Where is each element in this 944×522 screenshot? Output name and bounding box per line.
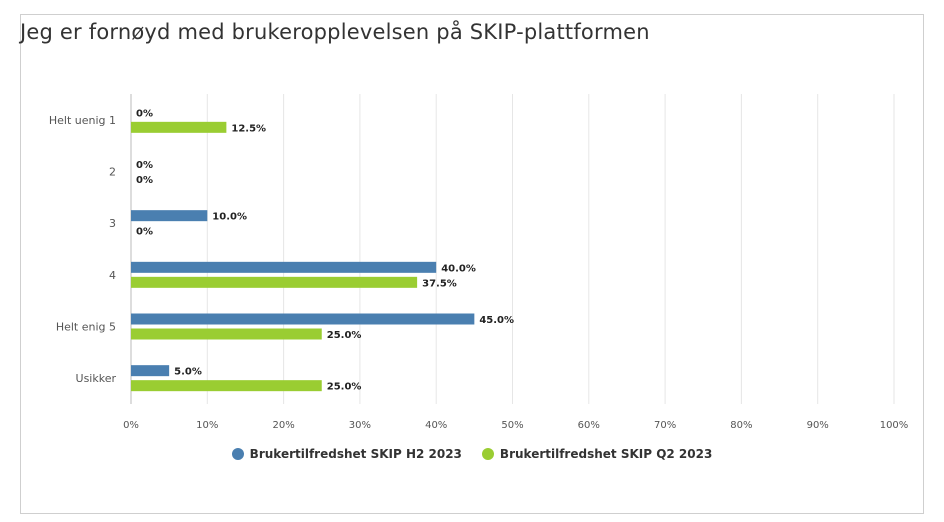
category-label: Helt enig 5 — [56, 321, 116, 334]
x-tick-label: 20% — [272, 420, 294, 431]
legend-marker-q2 — [481, 448, 494, 460]
x-tick-label: 0% — [123, 420, 139, 431]
legend-marker-h2 — [231, 448, 244, 460]
bar-q2 — [131, 328, 322, 340]
category-label: 3 — [109, 217, 116, 230]
legend-item-q2[interactable]: Brukertilfredshet SKIP Q2 2023 — [481, 447, 713, 461]
legend-item-h2[interactable]: Brukertilfredshet SKIP H2 2023 — [231, 447, 462, 461]
bar-q2 — [131, 121, 227, 133]
x-tick-label: 70% — [654, 420, 676, 431]
chart-title: Jeg er fornøyd med brukeropplevelsen på … — [20, 20, 650, 44]
data-label: 5.0% — [174, 367, 202, 378]
data-label: 0% — [136, 160, 153, 171]
category-label: Helt uenig 1 — [49, 114, 116, 127]
data-label: 10.0% — [212, 212, 247, 223]
x-tick-label: 10% — [196, 420, 218, 431]
data-label: 0% — [136, 108, 153, 119]
bar-h2 — [131, 261, 437, 273]
x-tick-label: 40% — [425, 420, 447, 431]
bar-h2 — [131, 210, 208, 222]
x-tick-label: 60% — [578, 420, 600, 431]
x-tick-label: 30% — [349, 420, 371, 431]
data-label: 25.0% — [327, 382, 362, 393]
category-label: 2 — [109, 166, 116, 179]
legend-label-h2: Brukertilfredshet SKIP H2 2023 — [249, 447, 462, 461]
x-tick-label: 50% — [501, 420, 523, 431]
data-label: 37.5% — [422, 278, 457, 289]
data-label: 0% — [136, 175, 153, 186]
data-label: 45.0% — [479, 315, 514, 326]
bar-q2 — [131, 380, 322, 392]
data-label: 0% — [136, 227, 153, 238]
x-tick-label: 90% — [807, 420, 829, 431]
bar-h2 — [131, 365, 170, 377]
category-label: 4 — [109, 269, 116, 282]
bar-q2 — [131, 276, 418, 288]
data-label: 25.0% — [327, 330, 362, 341]
x-tick-label: 100% — [880, 420, 909, 431]
category-label: Usikker — [76, 372, 117, 385]
legend-label-q2: Brukertilfredshet SKIP Q2 2023 — [499, 447, 713, 461]
data-label: 40.0% — [441, 263, 476, 274]
legend: Brukertilfredshet SKIP H2 2023 Brukertil… — [0, 447, 944, 461]
x-tick-label: 80% — [730, 420, 752, 431]
data-label: 12.5% — [231, 123, 266, 134]
bar-h2 — [131, 313, 475, 325]
